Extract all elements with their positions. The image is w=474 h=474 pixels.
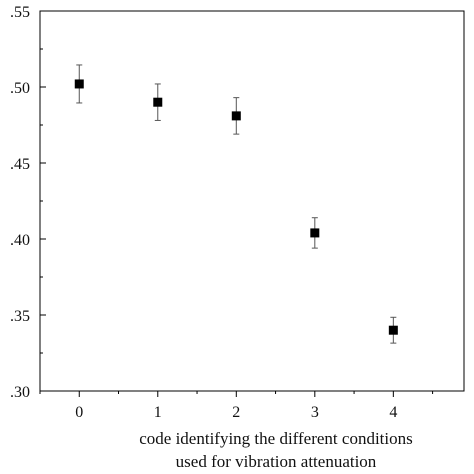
- plot-frame: [39, 10, 465, 392]
- x-tick-label: 1: [154, 404, 162, 421]
- y-tick-label: .45: [10, 156, 30, 173]
- x-tick-label: 2: [232, 404, 240, 421]
- data-point-marker: [231, 111, 241, 121]
- y-tick-label: .30: [10, 384, 30, 401]
- data-point-marker: [74, 79, 84, 89]
- y-axis: .30 .35 .40 .45 .50 .55: [10, 4, 46, 401]
- x-tick-label: 4: [389, 404, 397, 421]
- data-series: [74, 64, 398, 344]
- y-tick-label: .55: [10, 4, 30, 21]
- y-tick-label: .40: [10, 232, 30, 249]
- data-point-marker: [153, 97, 163, 107]
- y-tick-label: .35: [10, 308, 30, 325]
- y-tick-label: .50: [10, 80, 30, 97]
- x-axis: 0 1 2 3 4: [39, 391, 434, 421]
- data-point-marker: [310, 228, 320, 238]
- data-point-marker: [388, 325, 398, 335]
- x-tick-label: 3: [311, 404, 319, 421]
- x-axis-label-line-1: code identifying the different condition…: [139, 429, 413, 448]
- x-tick-label: 0: [75, 404, 83, 421]
- x-axis-label-line-2: used for vibration attenuation: [176, 452, 377, 471]
